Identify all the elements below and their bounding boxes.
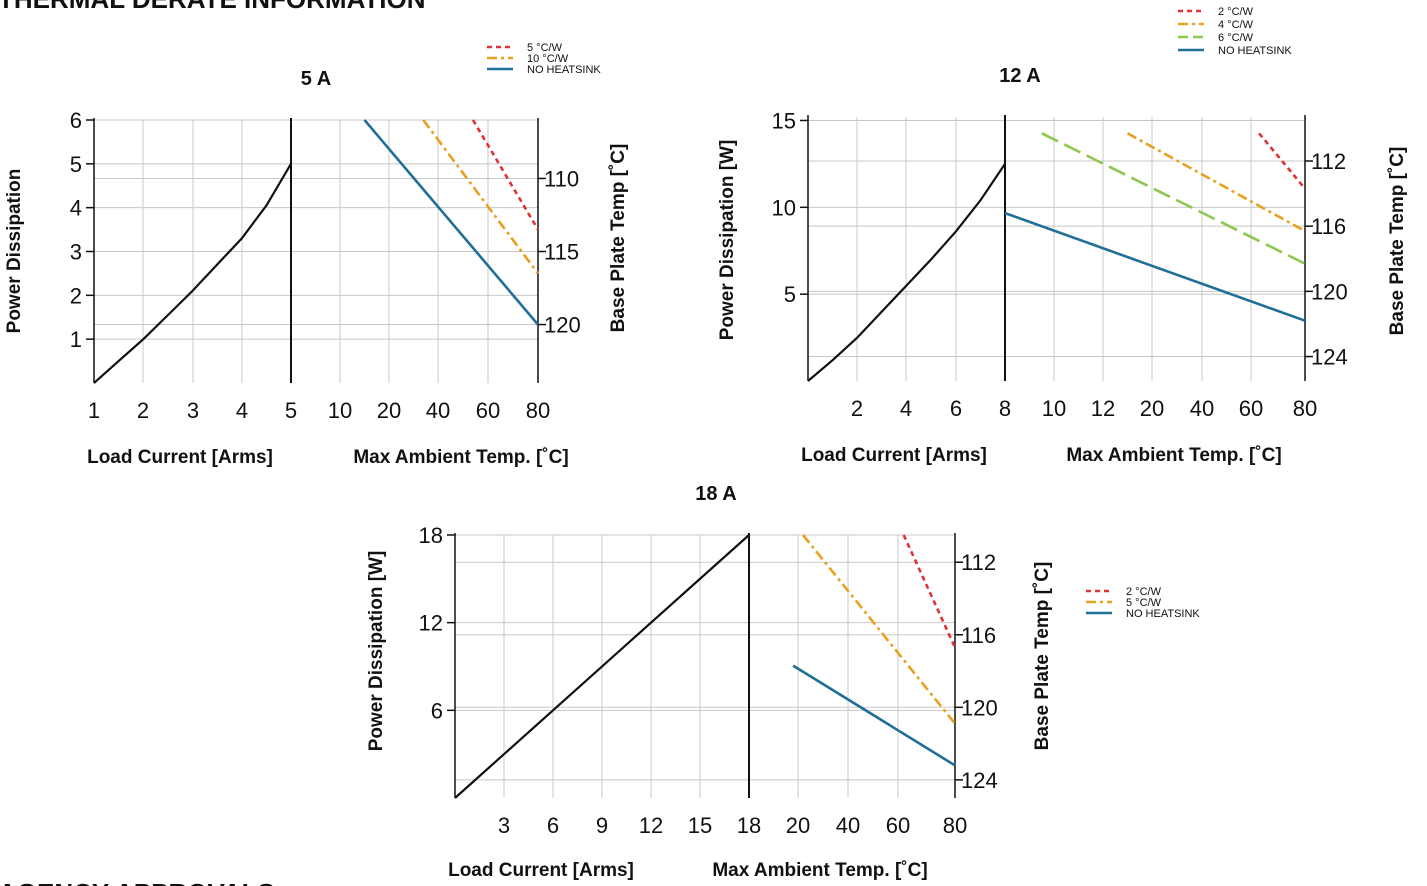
x2-tick-label: 20 bbox=[786, 813, 810, 838]
power-dissipation-curve bbox=[454, 534, 750, 799]
y-tick-label: 12 bbox=[419, 611, 443, 636]
y2-axis-label: Base Plate Temp [˚C] bbox=[1387, 147, 1408, 336]
series-line bbox=[1004, 211, 1306, 322]
y-axis-label: Power Dissipation bbox=[4, 169, 25, 334]
y-tick-label: 6 bbox=[70, 108, 82, 133]
legend-label: 2 °C/W bbox=[1126, 586, 1162, 598]
x2-tick-label: 12 bbox=[1091, 396, 1115, 421]
y2-tick-label: 120 bbox=[961, 695, 998, 720]
x2-tick-label: 80 bbox=[526, 398, 550, 423]
chart-title: 18 A bbox=[695, 483, 737, 505]
x-tick-label: 2 bbox=[137, 398, 149, 423]
chart-5a: 1 2 3 4 5 6 110 115 120 1 2 3 4 5 10 20 40 60 80 5 A Load Cu… bbox=[4, 42, 629, 468]
legend-label: 6 °C/W bbox=[1218, 32, 1254, 44]
x-tick-label: 9 bbox=[596, 813, 608, 838]
y-tick-label: 1 bbox=[70, 327, 82, 352]
section-title: THERMAL DERATE INFORMATION bbox=[0, 0, 426, 14]
y2-tick-label: 112 bbox=[1311, 149, 1346, 174]
legend-label: 10 °C/W bbox=[527, 53, 569, 65]
power-dissipation-curve bbox=[807, 163, 1006, 382]
y-tick-label: 3 bbox=[70, 240, 82, 265]
legend-label: NO HEATSINK bbox=[1126, 608, 1200, 620]
y-axis-label: Power Dissipation [W] bbox=[366, 551, 387, 752]
legend-label: 5 °C/W bbox=[1126, 597, 1162, 609]
x2-tick-label: 10 bbox=[1042, 396, 1066, 421]
x2-axis-label: Max Ambient Temp. [˚C] bbox=[353, 447, 568, 468]
y2-axis-label: Base Plate Temp [˚C] bbox=[1032, 562, 1053, 751]
chart-12a: 5 10 15 112 116 120 124 2 4 6 8 10 12 20 40 60 80 12 A Loa… bbox=[717, 6, 1408, 466]
x-tick-label: 6 bbox=[950, 396, 962, 421]
x2-axis-label: Max Ambient Temp. [˚C] bbox=[712, 860, 927, 881]
x-tick-label: 4 bbox=[900, 396, 912, 421]
x2-tick-label: 40 bbox=[1190, 396, 1214, 421]
x-tick-label: 6 bbox=[547, 813, 559, 838]
x2-tick-label: 20 bbox=[1140, 396, 1164, 421]
y-tick-label: 5 bbox=[784, 282, 796, 307]
x-tick-label: 12 bbox=[639, 813, 663, 838]
y2-tick-label: 120 bbox=[1311, 279, 1348, 304]
x-tick-label: 3 bbox=[498, 813, 510, 838]
x2-tick-label: 60 bbox=[886, 813, 910, 838]
x2-tick-label: 40 bbox=[426, 398, 450, 423]
series-line bbox=[792, 664, 956, 767]
y-tick-label: 15 bbox=[772, 108, 796, 133]
series-line bbox=[902, 534, 957, 649]
legend-label: 2 °C/W bbox=[1218, 6, 1254, 18]
x-tick-label: 8 bbox=[999, 396, 1011, 421]
y-axis-label: Power Dissipation [W] bbox=[717, 140, 738, 341]
y-tick-label: 5 bbox=[70, 152, 82, 177]
series-line bbox=[471, 119, 540, 231]
y2-axis-label: Base Plate Temp [˚C] bbox=[608, 144, 629, 333]
x2-tick-label: 20 bbox=[377, 398, 401, 423]
legend-label: NO HEATSINK bbox=[527, 64, 601, 76]
x-tick-label: 3 bbox=[187, 398, 199, 423]
y-tick-label: 2 bbox=[70, 283, 82, 308]
y-tick-label: 6 bbox=[431, 698, 443, 723]
chart-18a: 6 12 18 112 116 120 124 3 6 9 12 15 18 20 40 60 80 18 A Lo… bbox=[366, 483, 1200, 881]
x-tick-label: 2 bbox=[851, 396, 863, 421]
y2-tick-label: 112 bbox=[961, 550, 996, 575]
series-line bbox=[1041, 132, 1306, 265]
y2-tick-label: 116 bbox=[961, 623, 996, 648]
x2-tick-label: 80 bbox=[943, 813, 967, 838]
y2-tick-label: 124 bbox=[1311, 345, 1348, 370]
x2-tick-label: 40 bbox=[836, 813, 860, 838]
legend-label: 4 °C/W bbox=[1218, 19, 1254, 31]
y2-tick-label: 115 bbox=[544, 240, 579, 265]
series-line bbox=[1258, 132, 1307, 190]
x-tick-label: 5 bbox=[285, 398, 297, 423]
series-line bbox=[1126, 132, 1306, 233]
legend-label: 5 °C/W bbox=[527, 42, 563, 54]
y2-tick-label: 124 bbox=[961, 768, 998, 793]
power-dissipation-curve bbox=[93, 163, 292, 384]
chart-title: 5 A bbox=[301, 68, 331, 90]
x-axis-label: Load Current [Arms] bbox=[448, 860, 634, 881]
series-line bbox=[801, 534, 957, 725]
x2-axis-label: Max Ambient Temp. [˚C] bbox=[1066, 445, 1281, 466]
y2-tick-label: 116 bbox=[1311, 214, 1346, 239]
x-tick-label: 1 bbox=[88, 398, 100, 423]
x2-tick-label: 80 bbox=[1293, 396, 1317, 421]
y-tick-label: 18 bbox=[419, 523, 443, 548]
footer-section-title: AGENCY APPROVALS bbox=[0, 878, 275, 886]
y-tick-label: 4 bbox=[70, 196, 82, 221]
x-axis-label: Load Current [Arms] bbox=[87, 447, 273, 468]
y2-tick-label: 120 bbox=[544, 313, 581, 338]
y-tick-label: 10 bbox=[772, 195, 796, 220]
x-axis-label: Load Current [Arms] bbox=[801, 445, 987, 466]
x2-tick-label: 10 bbox=[328, 398, 352, 423]
x-tick-label: 15 bbox=[688, 813, 712, 838]
y2-tick-label: 110 bbox=[544, 166, 579, 191]
x-tick-label: 18 bbox=[737, 813, 761, 838]
series-line bbox=[422, 119, 540, 275]
legend-label: NO HEATSINK bbox=[1218, 45, 1292, 57]
chart-title: 12 A bbox=[999, 65, 1041, 87]
x2-tick-label: 60 bbox=[476, 398, 500, 423]
x2-tick-label: 60 bbox=[1239, 396, 1263, 421]
series-line bbox=[363, 119, 539, 326]
x-tick-label: 4 bbox=[236, 398, 248, 423]
